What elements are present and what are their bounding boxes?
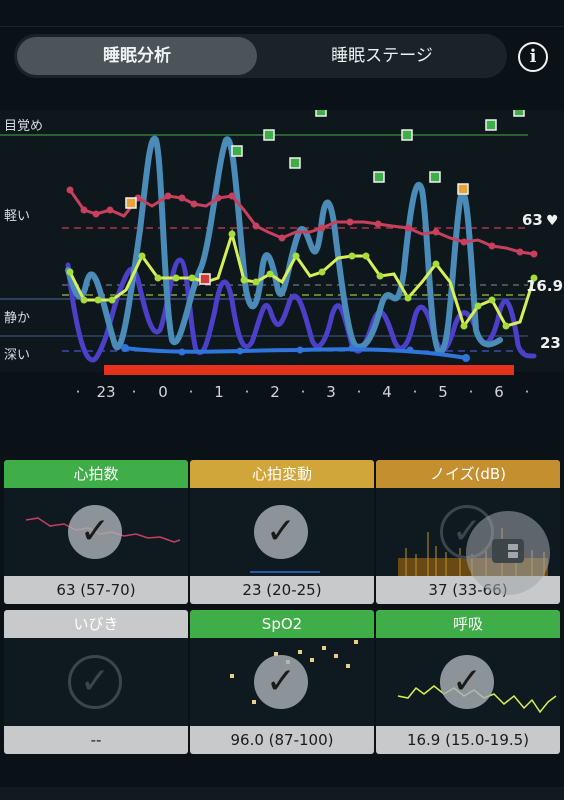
tile-title: いびき [4, 610, 188, 638]
view-segmented-control: 睡眠分析 睡眠ステージ [14, 34, 507, 78]
tile-spo2[interactable]: SpO2 ✓ 96.0 (87-100) [190, 610, 374, 755]
tile-graph: ✓ [4, 488, 188, 576]
stage-label-deep: 深い [4, 348, 30, 363]
svg-text:·: · [301, 383, 306, 401]
check-icon: ✓ [254, 505, 308, 559]
check-icon: ✓ [68, 655, 122, 709]
time-tick: 0 [158, 383, 168, 401]
floating-chat-button[interactable] [466, 511, 550, 595]
breathing-value: 16.9 [526, 277, 563, 295]
tile-hrv[interactable]: 心拍変動 ✓ 23 (20-25) [190, 460, 374, 605]
deep-sleep-curve [65, 257, 537, 363]
tile-value: 23 (20-25) [190, 576, 374, 604]
breathing-points [66, 230, 538, 330]
svg-text:·: · [469, 383, 474, 401]
check-icon: ✓ [254, 655, 308, 709]
tile-title: 心拍変動 [190, 460, 374, 488]
tile-value: 96.0 (87-100) [190, 726, 374, 754]
tile-title: 呼吸 [376, 610, 560, 638]
tile-value: 63 (57-70) [4, 576, 188, 604]
stage-label-light: 軽い [4, 209, 30, 224]
hrv-points [121, 344, 470, 362]
check-icon: ✓ [68, 505, 122, 559]
tile-graph: ✓ [190, 488, 374, 576]
sleep-chart-svg: 目覚め 軽い 静か 深い [0, 110, 564, 401]
svg-text:·: · [132, 383, 137, 401]
breathing-line [68, 228, 536, 330]
spo2-markers [125, 110, 525, 285]
time-tick: 3 [326, 383, 336, 401]
tile-title: SpO2 [190, 610, 374, 638]
tile-value: 16.9 (15.0-19.5) [376, 726, 560, 754]
tile-snore[interactable]: いびき ✓ -- [4, 610, 188, 755]
top-divider [0, 26, 564, 27]
svg-text:·: · [525, 383, 530, 401]
heart-rate-value: 63 [522, 211, 543, 229]
svg-text:·: · [189, 383, 194, 401]
sleep-chart: 目覚め 軽い 静か 深い [0, 110, 564, 410]
hrv-value: 23 [540, 334, 561, 352]
time-tick: 23 [96, 383, 115, 401]
heart-rate-line [68, 189, 535, 256]
svg-text:·: · [76, 383, 81, 401]
check-icon: ✓ [440, 655, 494, 709]
heart-rate-points [66, 186, 538, 258]
info-icon[interactable]: i [518, 42, 548, 72]
stage-label-awake: 目覚め [4, 119, 43, 134]
time-tick: 6 [494, 383, 504, 401]
tile-graph: ✓ [376, 638, 560, 726]
bottom-bar [0, 787, 564, 800]
hrv-mini-chart [250, 571, 320, 573]
tab-sleep-analysis[interactable]: 睡眠分析 [17, 37, 257, 75]
tile-graph: ✓ [4, 638, 188, 726]
tile-breathing[interactable]: 呼吸 ✓ 16.9 (15.0-19.5) [376, 610, 560, 755]
chat-icon [492, 539, 524, 563]
tile-graph: ✓ [190, 638, 374, 726]
stage-curve [65, 135, 503, 356]
time-tick: 1 [214, 383, 224, 401]
svg-text:·: · [357, 383, 362, 401]
stage-label-quiet: 静か [4, 311, 30, 326]
svg-text:·: · [245, 383, 250, 401]
time-tick: 4 [382, 383, 392, 401]
svg-text:·: · [413, 383, 418, 401]
snore-bar [104, 365, 514, 375]
time-axis: · 23 · 0 · 1 · 2 · 3 · 4 · 5 · 6 · [76, 383, 530, 401]
tile-heart-rate[interactable]: 心拍数 ✓ 63 (57-70) [4, 460, 188, 605]
tile-title: 心拍数 [4, 460, 188, 488]
time-tick: 5 [438, 383, 448, 401]
heart-icon: ♥ [546, 213, 559, 229]
tile-title: ノイズ(dB) [376, 460, 560, 488]
tile-value: -- [4, 726, 188, 754]
time-tick: 2 [270, 383, 280, 401]
tab-sleep-stages[interactable]: 睡眠ステージ [331, 46, 433, 66]
